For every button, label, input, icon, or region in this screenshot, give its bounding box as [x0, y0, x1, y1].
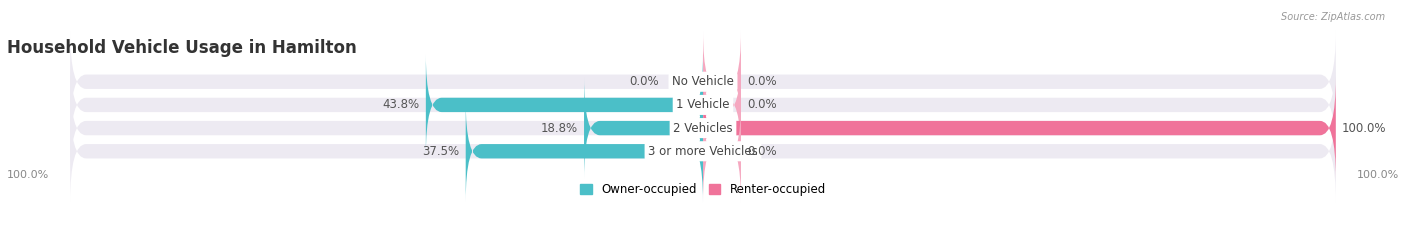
Text: 3 or more Vehicles: 3 or more Vehicles — [648, 145, 758, 158]
Text: 18.8%: 18.8% — [540, 122, 578, 135]
Text: 43.8%: 43.8% — [382, 98, 419, 111]
Text: 0.0%: 0.0% — [748, 145, 778, 158]
Text: 100.0%: 100.0% — [1357, 171, 1399, 181]
Text: Household Vehicle Usage in Hamilton: Household Vehicle Usage in Hamilton — [7, 39, 357, 57]
FancyBboxPatch shape — [465, 100, 703, 202]
FancyBboxPatch shape — [703, 31, 741, 133]
Legend: Owner-occupied, Renter-occupied: Owner-occupied, Renter-occupied — [579, 183, 827, 196]
FancyBboxPatch shape — [70, 31, 1336, 133]
FancyBboxPatch shape — [583, 77, 703, 179]
FancyBboxPatch shape — [70, 100, 1336, 202]
Text: 1 Vehicle: 1 Vehicle — [676, 98, 730, 111]
FancyBboxPatch shape — [70, 54, 1336, 156]
Text: Source: ZipAtlas.com: Source: ZipAtlas.com — [1281, 12, 1385, 22]
FancyBboxPatch shape — [703, 77, 1336, 179]
Text: 0.0%: 0.0% — [748, 98, 778, 111]
Text: 100.0%: 100.0% — [7, 171, 49, 181]
Text: No Vehicle: No Vehicle — [672, 75, 734, 88]
FancyBboxPatch shape — [70, 77, 1336, 179]
FancyBboxPatch shape — [426, 54, 703, 156]
Text: 0.0%: 0.0% — [628, 75, 658, 88]
FancyBboxPatch shape — [703, 100, 741, 202]
Text: 2 Vehicles: 2 Vehicles — [673, 122, 733, 135]
Text: 0.0%: 0.0% — [748, 75, 778, 88]
Text: 100.0%: 100.0% — [1343, 122, 1386, 135]
Text: 37.5%: 37.5% — [422, 145, 460, 158]
FancyBboxPatch shape — [703, 54, 741, 156]
